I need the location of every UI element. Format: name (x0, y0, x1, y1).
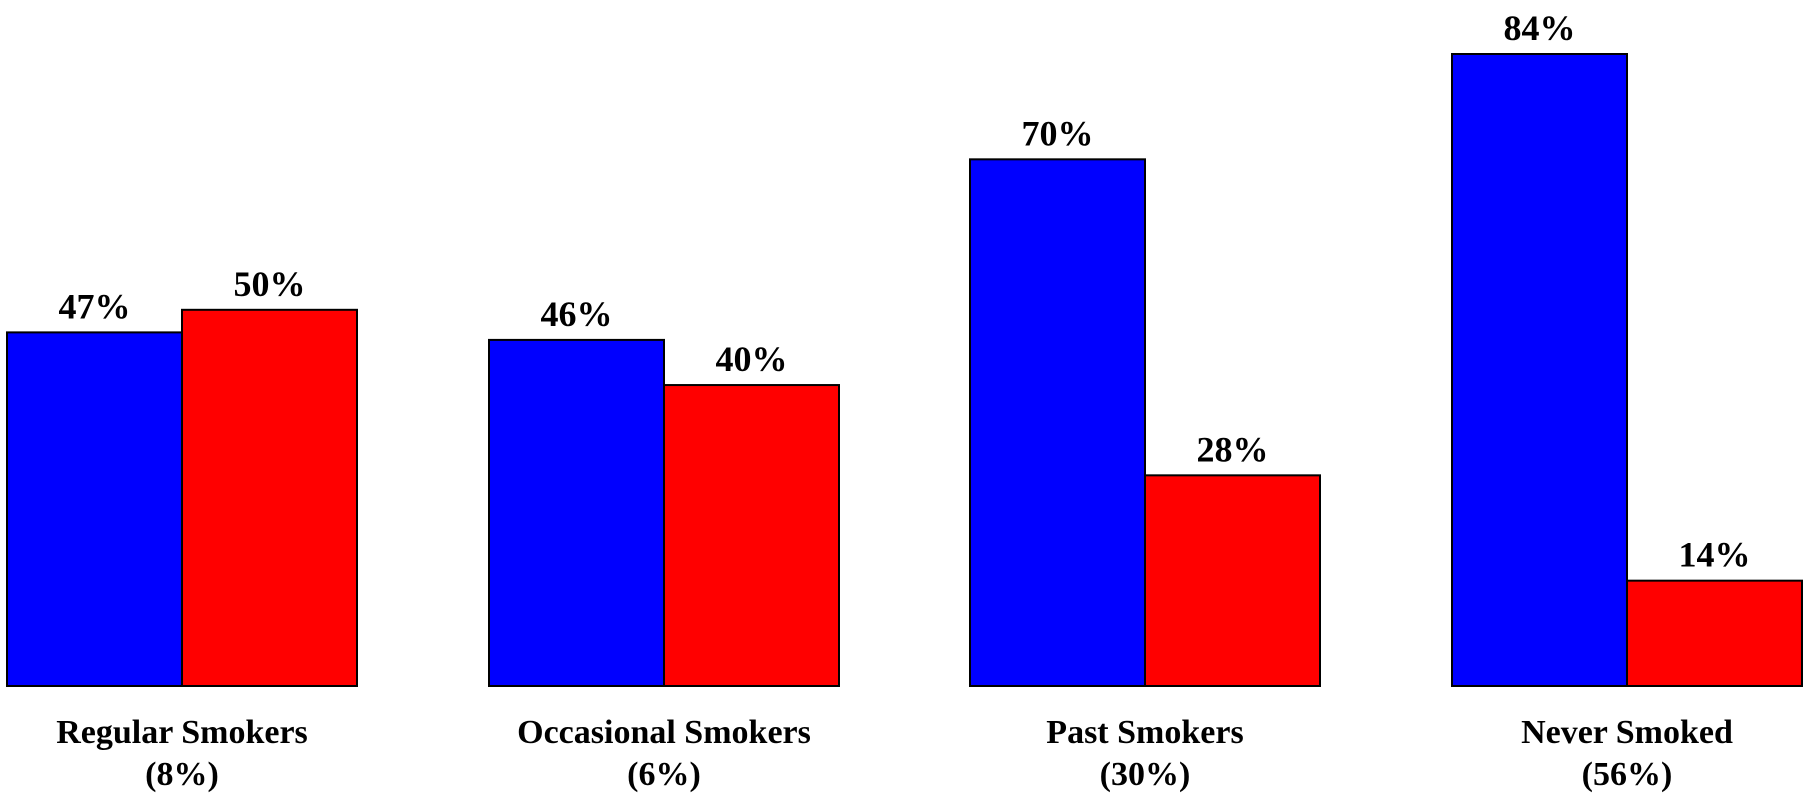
category-sublabel-occasional-smokers: (6%) (627, 756, 701, 793)
data-label-red-never-smoked: 14% (1679, 535, 1751, 575)
category-sublabel-never-smoked: (56%) (1582, 756, 1673, 793)
data-label-blue-regular-smokers: 47% (59, 286, 131, 326)
category-sublabel-past-smokers: (30%) (1100, 756, 1191, 793)
bar-blue-never-smoked (1451, 53, 1628, 687)
bar-red-regular-smokers (181, 308, 358, 687)
category-label-past-smokers: Past Smokers (1046, 714, 1243, 751)
bar-group-past-smokers: 70% 28% Past Smokers (30%) (969, 113, 1321, 793)
bar-red-past-smokers (1144, 474, 1321, 688)
data-label-red-occasional-smokers: 40% (716, 339, 788, 379)
bar-blue-occasional-smokers (488, 338, 665, 687)
bar-red-never-smoked (1626, 579, 1803, 688)
bar-group-occasional-smokers: 46% 40% Occasional Smokers (6%) (488, 294, 840, 793)
bar-group-regular-smokers: 47% 50% Regular Smokers (8%) (6, 264, 358, 793)
category-label-never-smoked: Never Smoked (1521, 714, 1733, 751)
bar-blue-regular-smokers (6, 331, 183, 687)
data-label-blue-never-smoked: 84% (1504, 8, 1576, 48)
data-label-red-regular-smokers: 50% (234, 264, 306, 304)
bar-blue-past-smokers (969, 158, 1146, 688)
category-label-occasional-smokers: Occasional Smokers (517, 714, 811, 751)
data-label-blue-occasional-smokers: 46% (541, 294, 613, 334)
category-label-regular-smokers: Regular Smokers (56, 714, 308, 751)
data-label-red-past-smokers: 28% (1197, 429, 1269, 469)
data-label-blue-past-smokers: 70% (1022, 113, 1094, 153)
bar-group-never-smoked: 84% 14% Never Smoked (56%) (1451, 8, 1803, 793)
category-sublabel-regular-smokers: (8%) (145, 756, 219, 793)
bar-red-occasional-smokers (663, 384, 840, 687)
